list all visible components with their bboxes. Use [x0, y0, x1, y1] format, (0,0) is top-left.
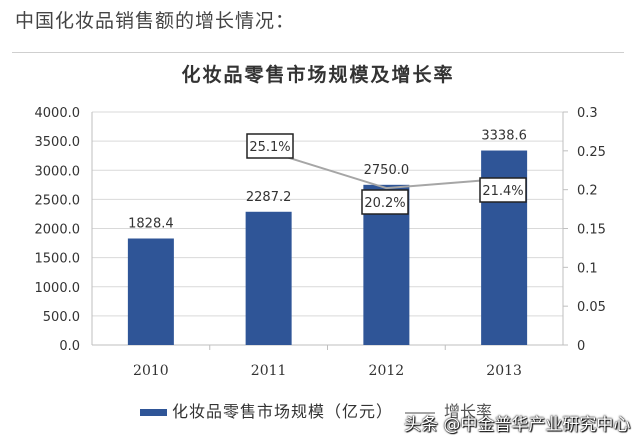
- y-left-tick: 3000.0: [35, 164, 81, 179]
- growth-label-box: [361, 189, 409, 215]
- legend-bar-swatch: [140, 409, 167, 416]
- growth-label: 21.4%: [482, 184, 523, 199]
- growth-rate-line: [273, 152, 505, 190]
- bar-value-label: 3338.6: [481, 129, 527, 144]
- y-left-tick: 2500.0: [35, 193, 81, 208]
- legend-bar-label: 化妆品零售市场规模（亿元）: [172, 402, 394, 421]
- growth-label: 25.1%: [249, 140, 290, 155]
- legend-line-swatch: [405, 412, 435, 414]
- y-left-tick: 0.0: [59, 339, 80, 354]
- y-left-tick: 2000.0: [35, 223, 81, 238]
- bar-value-label: 2287.2: [246, 190, 292, 205]
- watermark: 头条 @中金普华产业研究中心: [404, 415, 631, 435]
- y-right-tick: 0.05: [577, 300, 606, 315]
- y-left-tick: 1000.0: [35, 281, 81, 296]
- bar-2011: [245, 211, 292, 345]
- x-tick-2011: 2011: [251, 363, 287, 379]
- bar-value-label: 1828.4: [128, 216, 174, 231]
- growth-label-box: [246, 133, 294, 159]
- divider: [12, 52, 624, 53]
- y-right-tick: 0: [577, 339, 585, 354]
- growth-label-box: [479, 177, 527, 203]
- page-heading: 中国化妆品销售额的增长情况：: [15, 10, 296, 32]
- legend-line-label: 增长率: [444, 402, 493, 421]
- y-right-tick: 0.1: [577, 261, 598, 276]
- bar-2010: [127, 238, 174, 345]
- y-right-tick: 0.15: [577, 223, 606, 238]
- chart-title: 化妆品零售市场规模及增长率: [181, 64, 455, 86]
- y-right-tick: 0.2: [577, 184, 598, 199]
- y-left-tick: 4000.0: [35, 106, 81, 121]
- y-right-tick: 0.3: [577, 106, 598, 121]
- x-tick-2012: 2012: [369, 363, 405, 379]
- bar-value-label: 2750.0: [364, 163, 410, 178]
- y-right-tick: 0.25: [577, 145, 606, 160]
- growth-label: 20.2%: [364, 196, 405, 211]
- y-left-tick: 500.0: [43, 310, 80, 325]
- y-left-tick: 1500.0: [35, 252, 81, 267]
- x-tick-2013: 2013: [486, 363, 522, 379]
- x-tick-2010: 2010: [133, 363, 169, 379]
- y-left-tick: 3500.0: [35, 135, 81, 150]
